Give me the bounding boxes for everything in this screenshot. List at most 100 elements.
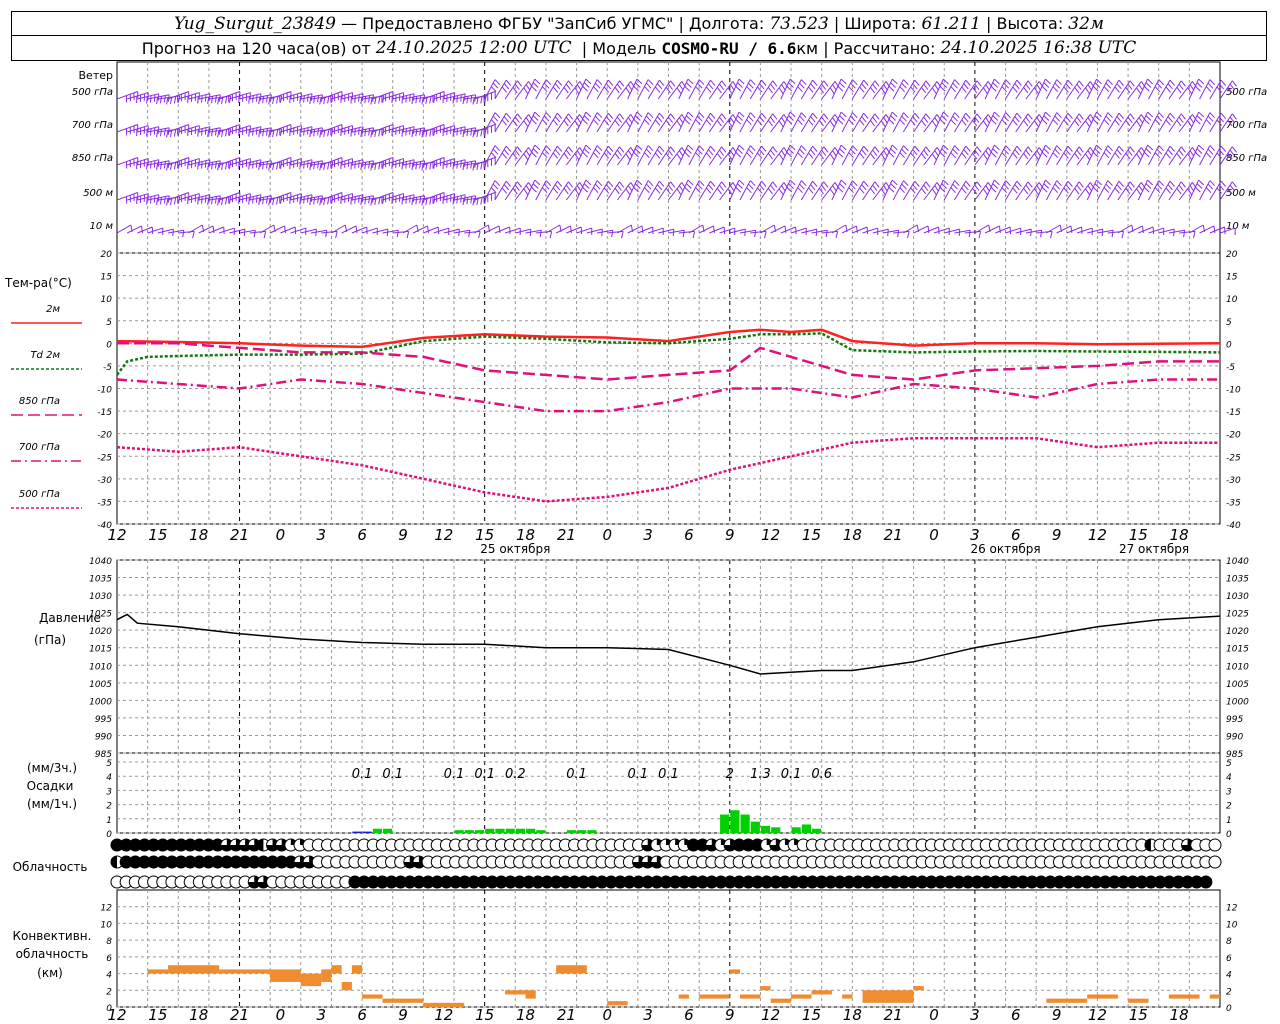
wind-barb — [555, 225, 571, 234]
wind-barb-feather — [748, 183, 754, 190]
conv-cloud-bar — [321, 969, 332, 982]
wind-barb-feather — [1118, 79, 1124, 86]
precip-y-tick: 4 — [1226, 773, 1232, 783]
cloud-symbol-fill — [257, 839, 264, 851]
wind-barb — [504, 113, 518, 133]
wind-barb-feather — [149, 128, 152, 136]
wind-barb — [576, 179, 587, 201]
precip-y-tick: 1 — [1226, 816, 1232, 826]
wind-barb-feather — [619, 80, 625, 87]
temp-y-tick: 5 — [1226, 318, 1232, 328]
wind-barb-feather — [568, 181, 574, 188]
wind-barb — [627, 111, 638, 133]
wind-barb-feather — [466, 96, 469, 104]
wind-barb-feather — [1118, 145, 1124, 152]
wind-barb — [586, 228, 603, 234]
wind-barb-feather — [852, 79, 858, 86]
wind-barb-feather — [972, 120, 978, 127]
wind-barb-feather — [166, 163, 169, 171]
wind-barb-feather — [319, 97, 322, 105]
wind-barb-feather — [952, 82, 958, 89]
wind-barb-feather — [456, 196, 458, 204]
wind-barb — [923, 147, 938, 166]
wind-barb-feather — [1229, 116, 1235, 123]
wind-barb-feather — [1034, 153, 1039, 160]
wind-barb-feather — [859, 152, 865, 159]
wind-barb — [474, 157, 496, 166]
wind-barb-feather — [177, 196, 181, 204]
wind-barb-feather — [224, 96, 228, 104]
wind-barb-feather — [266, 128, 268, 136]
wind-barb-feather — [990, 186, 997, 193]
conv-cloud-bar — [811, 990, 832, 995]
wind-barb — [198, 127, 221, 133]
wind-barb — [525, 179, 536, 201]
wind-barb — [872, 114, 887, 133]
cloud-symbol — [1208, 855, 1222, 869]
wind-barb-feather — [160, 96, 162, 104]
wind-barb — [892, 180, 904, 201]
wind-barb — [1168, 146, 1182, 166]
wind-barb-feather — [354, 128, 356, 136]
wind-barb — [290, 194, 313, 201]
wind-barb-feather — [583, 82, 590, 88]
wind-barb — [688, 112, 700, 133]
precip-bar — [526, 828, 536, 833]
wind-barb — [1137, 144, 1149, 166]
wind-barb-feather — [427, 225, 429, 233]
calc-time: 24.10.2025 16:38 UTC — [940, 38, 1137, 58]
legend-label: 700 гПа — [19, 442, 60, 453]
wind-barb-feather — [616, 116, 622, 123]
wind-barb — [627, 144, 638, 166]
wind-barb — [637, 145, 649, 166]
wind-barb-feather — [514, 184, 520, 191]
wind-barb-feather — [912, 184, 918, 191]
wind-barb-feather — [687, 144, 694, 151]
wind-barb-feather — [1105, 82, 1112, 89]
wind-barb-feather — [941, 148, 948, 154]
wind-barb — [443, 159, 466, 166]
wind-barb-feather — [494, 79, 501, 86]
wind-barb — [565, 114, 581, 133]
wind-barb-feather — [480, 129, 483, 137]
wind-barb-feather — [1165, 187, 1171, 194]
conv-cloud-bar — [341, 981, 352, 991]
wind-barb-feather — [667, 116, 673, 123]
wind-barb-feather — [201, 95, 203, 103]
wind-barb-feather — [1147, 78, 1153, 85]
wind-barb-feather — [556, 180, 563, 187]
wind-barb-feather — [925, 181, 931, 188]
wind-barb-feather — [1012, 152, 1018, 159]
wind-barb-feather — [160, 162, 162, 170]
wind-barb-feather — [891, 179, 898, 186]
wind-barb-feather — [1145, 183, 1152, 189]
pressure-y-tick: 1020 — [1226, 627, 1249, 637]
wind-barb-feather — [1229, 149, 1235, 156]
wind-barb — [841, 225, 857, 234]
wind-barb-feather — [593, 187, 599, 194]
wind-barb-feather — [972, 153, 978, 160]
wind-barb-feather — [1063, 119, 1069, 126]
wind-barb-feather — [268, 97, 271, 105]
wind-barb-feather — [1193, 231, 1196, 239]
wind-barb — [545, 180, 558, 201]
precip-y-tick: 5 — [1226, 759, 1232, 769]
wind-barb-feather — [539, 230, 542, 238]
wind-barb-feather — [1052, 119, 1059, 126]
wind-barb — [290, 93, 313, 100]
precip-bar — [577, 830, 587, 833]
wind-barb — [994, 112, 1007, 133]
wind-barb-feather — [1092, 85, 1099, 92]
wind-barb — [688, 180, 700, 201]
wind-barb-feather — [770, 116, 776, 123]
wind-barb-feather — [531, 85, 537, 92]
wind-barb-feather — [656, 149, 663, 156]
conv-x-tick-label: 15 — [475, 1006, 494, 1024]
wind-barb-feather — [568, 80, 574, 87]
wind-barb — [137, 93, 159, 100]
wind-barb-feather — [676, 87, 682, 94]
wind-barb-feather — [1005, 112, 1011, 119]
wind-barb-feather — [1103, 86, 1110, 93]
wind-barb-feather — [319, 198, 322, 206]
wind-barb-feather — [556, 112, 563, 119]
